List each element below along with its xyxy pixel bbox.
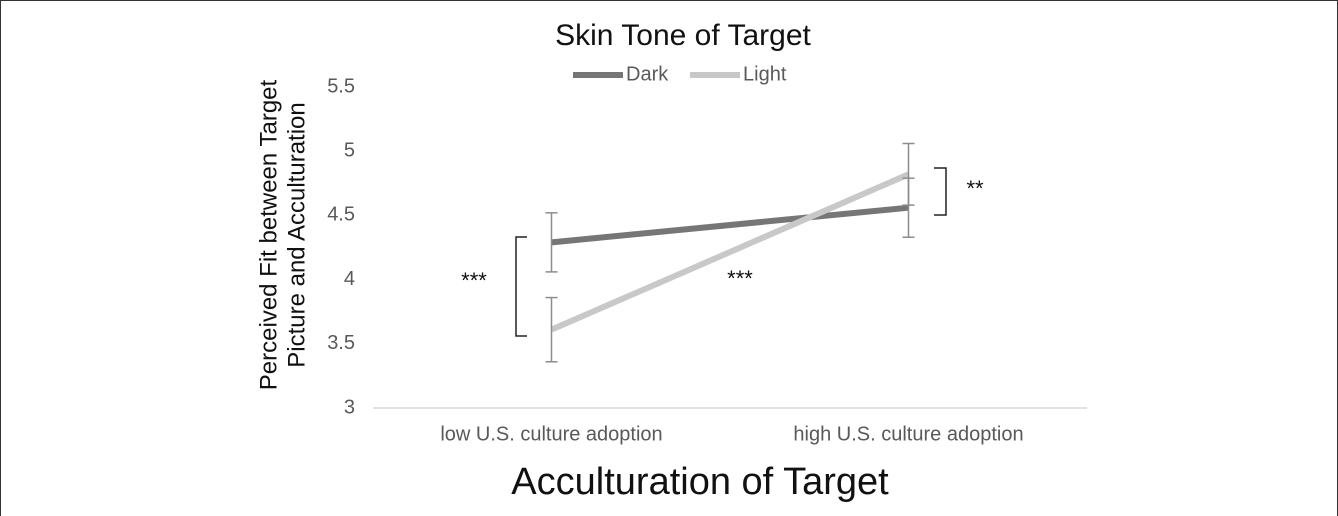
y-axis-title-line: Picture and Acculturation [283, 102, 310, 368]
legend-label: Light [743, 63, 787, 85]
y-tick-label: 5.5 [327, 75, 355, 97]
x-tick-label: high U.S. culture adoption [793, 423, 1023, 445]
y-tick-label: 3 [344, 396, 355, 418]
error-bar [545, 212, 558, 273]
series-line [551, 204, 909, 246]
x-axis-title: Acculturation of Target [511, 461, 889, 503]
bracket [515, 236, 527, 337]
series-line [550, 171, 910, 333]
y-axis-title: Perceived Fit between Target Picture and… [255, 79, 310, 390]
y-tick-label: 5 [344, 139, 355, 161]
error-bar [902, 142, 915, 206]
legend-label: Dark [626, 63, 669, 85]
bracket [934, 167, 947, 216]
annotation: ** [966, 176, 984, 201]
x-tick-label: low U.S. culture adoption [440, 423, 662, 445]
error-bar [545, 296, 558, 363]
annotation: *** [727, 266, 753, 291]
y-tick-label: 4.5 [327, 204, 355, 226]
y-tick-label: 4 [344, 268, 355, 290]
y-tick-label: 3.5 [327, 332, 355, 354]
chart-title: Skin Tone of Target [555, 19, 811, 52]
y-axis-title-line: Perceived Fit between Target [255, 79, 282, 390]
annotation: *** [461, 268, 487, 293]
